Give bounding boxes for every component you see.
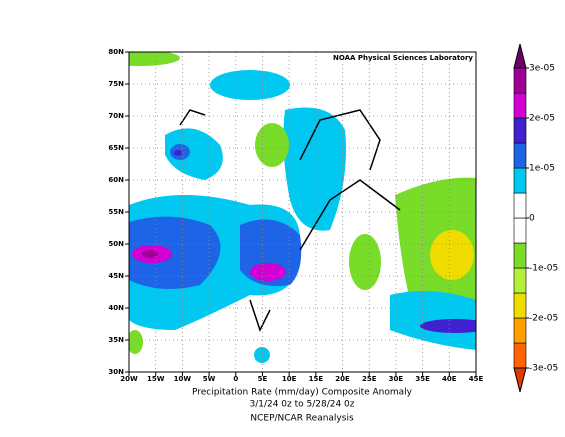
colorbar-band [513, 67, 527, 94]
lon-label: 20E [335, 375, 350, 383]
map-frame [128, 51, 477, 373]
lon-label: 5W [203, 375, 216, 383]
lat-label: 55N [108, 208, 124, 216]
lat-label: 45N [108, 272, 124, 280]
lat-label: 50N [108, 240, 124, 248]
colorbar-label: 3e-05 [529, 64, 555, 74]
lat-label: 35N [108, 336, 124, 344]
colorbar-label: 0 [529, 214, 535, 224]
colorbar-under [513, 367, 527, 393]
lon-label: 15E [309, 375, 324, 383]
lat-label: 40N [108, 304, 124, 312]
anomaly-field [129, 52, 476, 372]
colorbar-label: -1e-05 [529, 264, 558, 274]
credit: NOAA Physical Sciences Laboratory [333, 54, 473, 62]
colorbar-band [513, 142, 527, 169]
colorbar-band [513, 342, 527, 369]
lon-label: 40E [442, 375, 457, 383]
lat-label: 30N [108, 368, 124, 376]
lat-label: 70N [108, 112, 124, 120]
colorbar-over [513, 43, 527, 69]
lon-label: 5E [258, 375, 268, 383]
lon-label: 15W [147, 375, 165, 383]
colorbar-band [513, 117, 527, 144]
lon-label: 0 [233, 375, 238, 383]
colorbar-band [513, 242, 527, 269]
graticule [125, 51, 477, 376]
caption: 3/1/24 0z to 5/28/24 0z [249, 400, 354, 410]
lat-label: 60N [108, 176, 124, 184]
lon-label: 30E [389, 375, 404, 383]
lon-label: 10E [282, 375, 297, 383]
lon-label: 35E [415, 375, 430, 383]
colorbar-band [513, 192, 527, 219]
lat-label: 75N [108, 80, 124, 88]
colorbar-band [513, 317, 527, 344]
colorbar-band [513, 167, 527, 194]
colorbar-label: -3e-05 [529, 364, 558, 374]
colorbar-band [513, 92, 527, 119]
lon-label: 20W [120, 375, 138, 383]
lat-label: 80N [108, 48, 124, 56]
caption: NCEP/NCAR Reanalysis [250, 414, 354, 424]
colorbar-band [513, 267, 527, 294]
lat-label: 65N [108, 144, 124, 152]
lon-label: 25E [362, 375, 377, 383]
colorbar-label: 2e-05 [529, 114, 555, 124]
colorbar-band [513, 217, 527, 244]
colorbar-band [513, 292, 527, 319]
caption: Precipitation Rate (mm/day) Composite An… [192, 388, 413, 398]
lon-label: 10W [174, 375, 192, 383]
colorbar-label: 1e-05 [529, 164, 555, 174]
credit-box [327, 53, 475, 63]
colorbar-label: -2e-05 [529, 314, 558, 324]
lon-label: 45E [469, 375, 484, 383]
